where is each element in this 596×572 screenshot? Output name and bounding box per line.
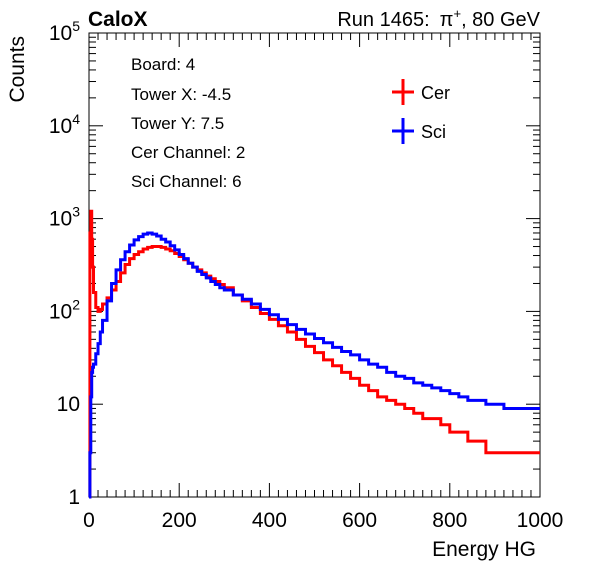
x-tick-label: 1000 <box>517 509 564 532</box>
y-tick-base: 10 <box>49 115 72 138</box>
run-label: Run 1465: <box>337 9 429 31</box>
y-tick-label: 103 <box>49 204 80 231</box>
y-tick-label: 1 <box>68 486 80 509</box>
y-tick-exponent: 5 <box>72 18 80 34</box>
legend-label-cer: Cer <box>421 83 450 103</box>
run-info: Run 1465: π+, 80 GeV <box>337 6 540 31</box>
y-tick-label: 102 <box>49 296 80 323</box>
brand-label: CaloX <box>88 8 148 31</box>
x-tick-label: 600 <box>342 509 377 532</box>
y-tick-label: 104 <box>49 111 80 138</box>
x-tick-label: 400 <box>252 509 287 532</box>
legend-label-sci: Sci <box>421 122 446 142</box>
y-tick-exponent: 2 <box>72 296 80 312</box>
info-line: Sci Channel: 6 <box>131 172 242 191</box>
x-axis-label: Energy HG <box>432 538 536 561</box>
y-tick-base: 10 <box>57 393 80 416</box>
y-tick-label: 105 <box>49 18 80 45</box>
info-line: Board: 4 <box>131 55 195 74</box>
series-line-cer <box>88 209 540 499</box>
x-tick-label: 800 <box>432 509 467 532</box>
y-tick-base: 10 <box>49 300 72 323</box>
info-line: Cer Channel: 2 <box>131 143 245 162</box>
y-tick-label: 10 <box>57 393 80 416</box>
legend: Cer Sci <box>392 79 450 144</box>
beam-energy: , 80 GeV <box>461 9 541 31</box>
info-box: Board: 4 Tower X: -4.5 Tower Y: 7.5 Cer … <box>131 55 245 191</box>
y-tick-base: 1 <box>68 486 80 509</box>
info-line: Tower X: -4.5 <box>131 85 231 104</box>
series-layer <box>88 209 540 499</box>
info-line: Tower Y: 7.5 <box>131 114 224 133</box>
beam-particle: π <box>440 9 454 31</box>
series-line-sci <box>88 231 540 499</box>
y-axis-label: Counts <box>6 36 29 103</box>
y-tick-exponent: 4 <box>72 111 80 127</box>
y-tick-base: 10 <box>49 208 72 231</box>
y-tick-base: 10 <box>49 22 72 45</box>
x-tick-label: 200 <box>162 509 197 532</box>
x-tick-label: 0 <box>83 509 95 532</box>
y-tick-exponent: 3 <box>72 204 80 220</box>
beam-charge: + <box>453 6 461 21</box>
